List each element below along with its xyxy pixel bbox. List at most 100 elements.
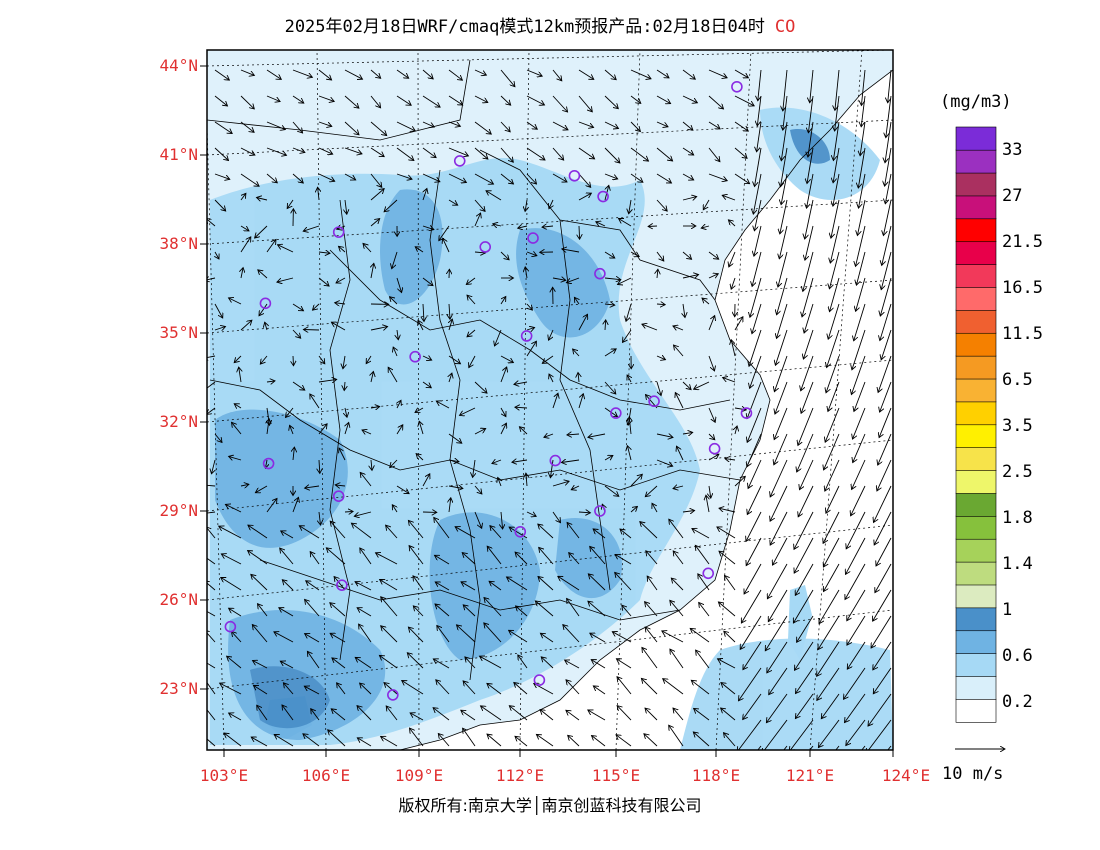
wind-arrow xyxy=(724,631,736,643)
wind-arrow xyxy=(656,121,668,127)
wind-arrow xyxy=(558,576,580,591)
colorbar-label: 1.4 xyxy=(1002,554,1033,574)
wind-arrow xyxy=(282,580,294,591)
wind-arrow xyxy=(219,526,242,539)
wind-arrow xyxy=(544,434,554,437)
wind-arrow xyxy=(540,710,554,721)
wind-arrow xyxy=(207,738,216,747)
wind-arrow xyxy=(807,147,814,184)
wind-arrow xyxy=(748,459,762,488)
wind-arrow xyxy=(292,329,301,338)
wind-arrow xyxy=(355,657,372,669)
wind-arrow xyxy=(422,147,436,158)
wind-arrow xyxy=(767,641,788,673)
wind-arrow xyxy=(656,173,672,183)
wind-arrow xyxy=(731,277,735,289)
wind-arrow xyxy=(552,69,562,81)
wind-arrow xyxy=(724,733,736,747)
wind-arrow xyxy=(370,95,381,108)
wind-arrow xyxy=(501,511,503,529)
wind-arrow xyxy=(484,623,502,643)
wind-arrow xyxy=(550,459,553,478)
wind-arrow xyxy=(370,407,380,409)
wind-arrow xyxy=(433,659,450,669)
wind-arrow xyxy=(885,121,892,163)
wind-arrow xyxy=(851,485,866,516)
wind-arrow xyxy=(807,173,814,208)
wind-arrow xyxy=(487,734,502,747)
wind-arrow xyxy=(336,277,346,283)
wind-arrow xyxy=(798,485,814,517)
wind-arrow xyxy=(448,355,461,364)
wind-arrow xyxy=(878,433,892,465)
wind-arrow xyxy=(752,251,762,286)
wind-arrow xyxy=(514,683,528,695)
wind-arrow xyxy=(692,529,710,539)
wind-arrow xyxy=(437,626,450,643)
wind-arrow xyxy=(474,147,488,159)
wind-arrow xyxy=(318,252,330,253)
wind-arrow xyxy=(500,147,513,162)
wind-arrow xyxy=(337,683,346,695)
wind-arrow xyxy=(852,329,866,370)
wind-arrow xyxy=(568,735,580,747)
colorbar-unit: (mg/m3) xyxy=(940,92,1012,112)
wind-arrow xyxy=(386,706,398,721)
wind-arrow xyxy=(207,407,216,414)
wind-arrow xyxy=(647,576,658,591)
lon-label-118: 118°E xyxy=(691,766,741,785)
colorbar-swatch xyxy=(955,378,997,403)
wind-arrow xyxy=(457,625,476,643)
wind-arrow xyxy=(227,656,242,669)
station-marker xyxy=(479,241,492,253)
wind-arrow xyxy=(492,460,502,464)
wind-arrow xyxy=(423,303,424,322)
wind-arrow xyxy=(328,730,346,747)
wind-arrow xyxy=(370,219,380,227)
wind-arrow xyxy=(515,736,528,747)
wind-arrow xyxy=(825,459,840,491)
wind-arrow xyxy=(721,683,736,695)
station-marker xyxy=(262,457,275,470)
wind-arrow xyxy=(466,277,476,285)
wind-arrow xyxy=(783,95,788,130)
wind-arrow xyxy=(562,249,580,252)
wind-arrow xyxy=(500,367,507,383)
wind-arrow xyxy=(882,225,892,265)
wind-arrow xyxy=(542,226,554,227)
colorbar-label: 1.8 xyxy=(1002,508,1033,528)
wind-arrow xyxy=(526,341,536,357)
wind-arrow xyxy=(515,407,528,408)
wind-arrow xyxy=(331,322,346,331)
colorbar-label: 0.6 xyxy=(1002,646,1033,666)
wind-arrow xyxy=(354,511,372,516)
colorbar-swatch xyxy=(955,653,997,677)
wind-arrow xyxy=(436,680,450,695)
wind-arrow xyxy=(515,552,528,565)
wind-arrow xyxy=(706,495,709,513)
wind-arrow xyxy=(248,525,268,539)
station-marker xyxy=(409,350,421,363)
wind-arrow xyxy=(292,69,312,77)
wind-arrow xyxy=(833,173,840,206)
wind-arrow xyxy=(474,429,486,435)
wind-arrow xyxy=(326,548,346,565)
station-marker xyxy=(520,330,533,342)
wind-arrow xyxy=(591,660,606,669)
wind-arrow xyxy=(487,683,502,695)
wind-arrow xyxy=(775,381,788,414)
wind-arrow xyxy=(265,322,267,331)
wind-arrow xyxy=(708,355,715,371)
wind-arrow xyxy=(671,578,684,591)
wind-arrow xyxy=(526,328,535,331)
wind-arrow xyxy=(396,95,411,105)
lat-label-35: 35°N xyxy=(159,323,198,342)
lon-label-103: 103°E xyxy=(199,766,249,785)
colorbar-swatch xyxy=(955,607,997,632)
wind-arrow xyxy=(493,224,502,226)
wind-arrow xyxy=(257,198,268,201)
wind-arrow xyxy=(835,69,840,110)
wind-arrow xyxy=(330,603,346,617)
wind-arrow xyxy=(604,349,616,357)
colorbar-swatch xyxy=(955,172,997,197)
